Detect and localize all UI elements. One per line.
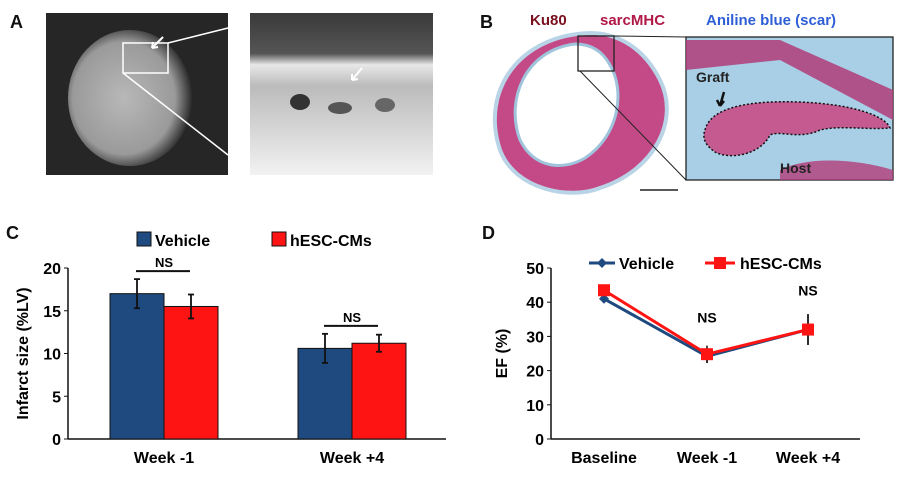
stain-sarcmhc-label: sarcMHC (600, 12, 666, 29)
x-tick-label: Week -1 (134, 450, 194, 467)
mri-zoom-image (250, 13, 433, 175)
panel-b-label: B (480, 12, 493, 32)
arrow-icon (151, 36, 164, 49)
y-tick-label: 0 (52, 432, 61, 449)
y-axis-label: Infarct size (%LV) (15, 287, 32, 419)
legend-swatch (136, 231, 152, 247)
bar (109, 293, 165, 440)
mri-roi-box (122, 42, 169, 74)
y-tick-label: 20 (526, 364, 544, 381)
significance-label: NS (343, 310, 361, 325)
y-tick-label: 50 (526, 261, 544, 278)
bar (351, 342, 407, 440)
significance-label: NS (798, 282, 817, 298)
y-tick-label: 30 (526, 329, 544, 346)
series-line (603, 297, 809, 358)
infarct-size-bar-chart: 0 5 10 15 20 Infarct size (%LV) NS Week -1 NS Wee… (15, 231, 446, 467)
legend-marker (714, 257, 726, 269)
panel-a-label: A (10, 12, 23, 32)
stain-aniline-label: Aniline blue (scar) (706, 12, 837, 29)
ef-line-chart: 0 10 20 30 40 50 EF (%) Baseline Week -1 Week +4 N… (494, 256, 860, 467)
legend-label: hESC-CMs (740, 256, 822, 273)
arrow-icon (351, 67, 363, 81)
y-axis-label: EF (%) (494, 329, 511, 379)
stain-ku80-label: Ku80 (530, 12, 567, 29)
legend-marker (597, 258, 607, 268)
legend-swatch (271, 231, 287, 247)
data-point-square (802, 323, 814, 336)
mri-heart (68, 30, 192, 166)
y-tick-label: 15 (43, 304, 61, 321)
x-tick-label: Week +4 (776, 450, 840, 467)
y-tick-label: 10 (43, 347, 61, 364)
significance-label: NS (155, 255, 173, 270)
y-tick-label: 0 (535, 432, 544, 449)
significance-label: NS (697, 310, 716, 326)
data-point-square (701, 348, 713, 361)
y-tick-label: 20 (43, 261, 61, 278)
x-tick-label: Baseline (571, 450, 637, 467)
y-tick-label: 10 (526, 398, 544, 415)
y-tick-label: 40 (526, 295, 544, 312)
y-tick-label: 5 (52, 389, 61, 406)
data-point-square (598, 284, 610, 297)
panel-b-histology (492, 30, 894, 195)
inset-box (577, 35, 615, 72)
legend-label: Vehicle (619, 256, 674, 273)
host-label: Host (780, 160, 812, 176)
data-point-diamond (599, 293, 609, 304)
legend-label: hESC-CMs (290, 233, 372, 250)
panel-c-label: C (6, 223, 19, 243)
legend-label: Vehicle (155, 233, 210, 250)
x-tick-label: Week +4 (320, 450, 384, 467)
arrow-icon (715, 91, 726, 107)
panel-a-mri (46, 13, 433, 175)
panel-d-label: D (482, 223, 495, 243)
graft-label: Graft (696, 69, 730, 85)
bar (163, 305, 219, 440)
x-tick-label: Week -1 (677, 450, 737, 467)
graft-outline (703, 101, 892, 157)
